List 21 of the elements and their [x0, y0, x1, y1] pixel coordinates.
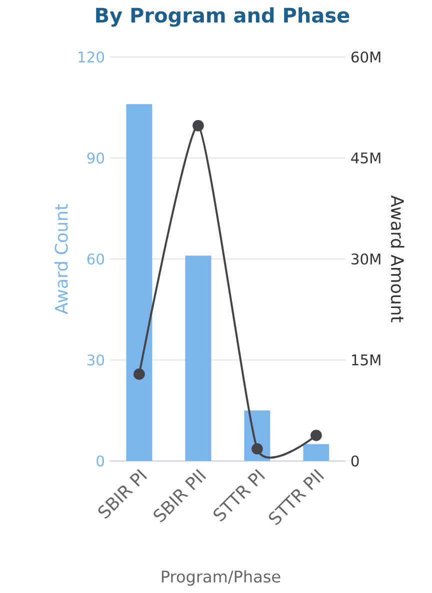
point: [310, 430, 322, 442]
y-axis-title: Award Count: [54, 204, 68, 314]
y2-tick-label: 0: [352, 455, 359, 467]
chart-title: By Program and Phase: [96, 7, 350, 27]
y-tick-label: 30: [88, 354, 104, 366]
y2-tick-label: 60M: [352, 51, 380, 63]
y2-axis-title: Award Amount: [391, 195, 404, 322]
y-tick-label: 0: [96, 455, 104, 467]
point: [252, 443, 264, 455]
point: [134, 368, 146, 380]
point: [192, 120, 204, 132]
x-axis-title: Program/Phase: [162, 570, 280, 586]
y-tick-label: 60: [88, 253, 104, 265]
y2-tick-label: 45M: [351, 152, 380, 164]
bar: [185, 256, 212, 461]
y-tick-label: 90: [87, 152, 104, 164]
y2-tick-label: 30M: [352, 253, 380, 265]
bar: [126, 104, 152, 461]
y2-tick-label: 15M: [352, 354, 380, 366]
y-tick-label: 120: [78, 51, 104, 63]
bar: [303, 444, 330, 461]
